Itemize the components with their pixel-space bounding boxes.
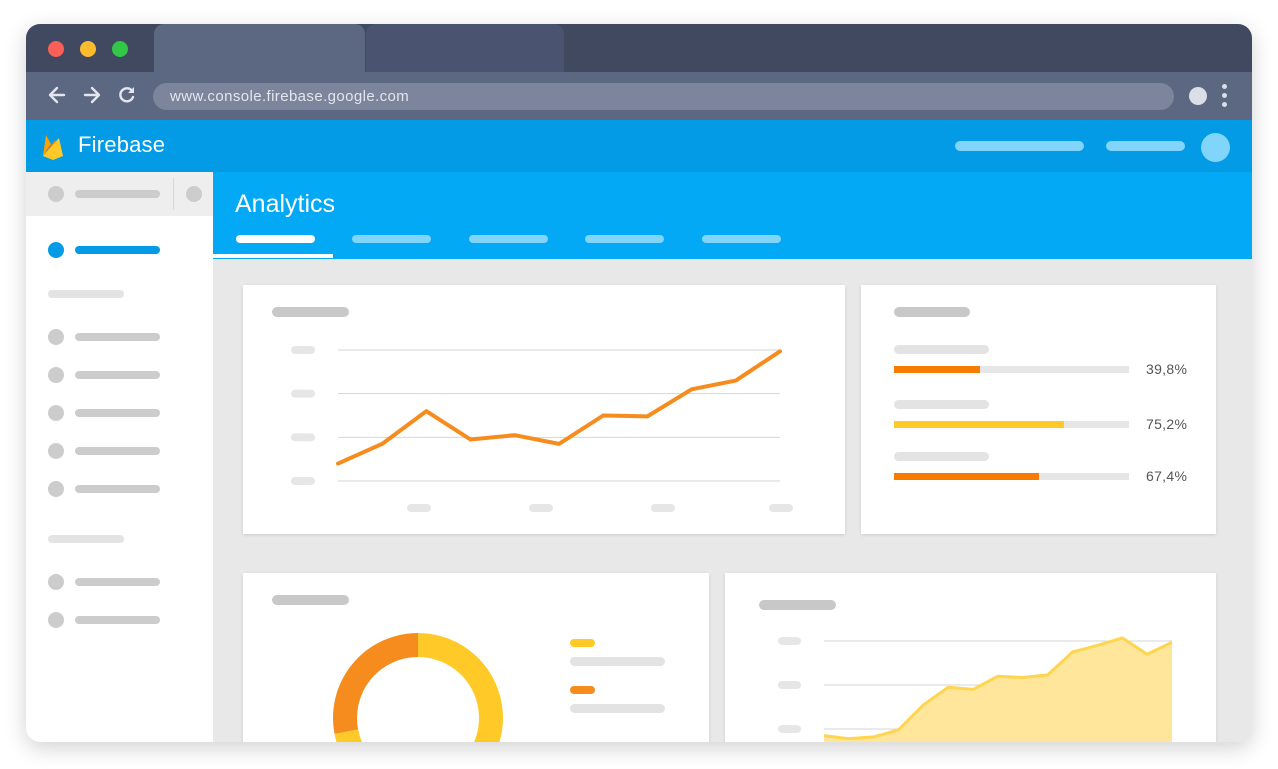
browser-tab-active[interactable]: [154, 24, 365, 72]
tab-5[interactable]: [702, 235, 781, 243]
forward-arrow-icon[interactable]: [80, 83, 104, 107]
profile-icon[interactable]: [1189, 87, 1207, 105]
line-chart: [291, 346, 793, 512]
settings-icon[interactable]: [186, 186, 202, 202]
sidebar-section-heading: [48, 535, 124, 543]
sidebar-item-icon[interactable]: [48, 574, 64, 590]
stat-label-placeholder: [894, 400, 989, 409]
sidebar-item[interactable]: [75, 616, 160, 624]
x-tick-label-placeholder: [407, 504, 431, 512]
legend-swatch: [570, 639, 595, 647]
stat-progress-fill: [894, 366, 981, 373]
stat-progress-bar: [894, 421, 1129, 428]
tab-4[interactable]: [585, 235, 664, 243]
area-chart: [778, 636, 1173, 742]
area-fill: [824, 637, 1172, 742]
sidebar-item-icon[interactable]: [48, 367, 64, 383]
stat-label-placeholder: [894, 452, 989, 461]
project-icon[interactable]: [48, 186, 64, 202]
area-series-line: [823, 636, 1173, 741]
card-title-placeholder: [272, 595, 349, 605]
project-selector-placeholder[interactable]: [75, 190, 160, 198]
active-tab-indicator: [213, 254, 333, 258]
stats-card: 39,8% 75,2% 67,4%: [861, 285, 1216, 534]
sidebar-item[interactable]: [75, 485, 160, 493]
maximize-window-button[interactable]: [112, 41, 128, 57]
card-title-placeholder: [759, 600, 836, 610]
browser-window: www.console.firebase.google.com Firebase: [26, 24, 1252, 742]
stat-value: 75,2%: [1146, 416, 1188, 432]
browser-toolbar: www.console.firebase.google.com: [26, 72, 1252, 120]
sidebar-header: [26, 172, 213, 216]
header-link-placeholder[interactable]: [955, 141, 1084, 151]
legend-swatch: [570, 686, 595, 694]
browser-tab-inactive[interactable]: [366, 24, 564, 72]
minimize-window-button[interactable]: [80, 41, 96, 57]
sidebar-item-active-icon[interactable]: [48, 242, 64, 258]
card-title-placeholder: [272, 307, 349, 317]
stat-progress-fill: [894, 473, 1039, 480]
reload-icon[interactable]: [115, 83, 139, 107]
more-vert-icon[interactable]: [1222, 84, 1228, 110]
donut-chart-card: [243, 573, 709, 742]
back-arrow-icon[interactable]: [45, 83, 69, 107]
card-title-placeholder: [894, 307, 970, 317]
stat-value: 67,4%: [1146, 468, 1188, 484]
main-content: 39,8% 75,2% 67,4%: [213, 259, 1252, 742]
stat-progress-fill: [894, 421, 1064, 428]
stat-value: 39,8%: [1146, 361, 1188, 377]
donut-chart: [333, 633, 503, 742]
firebase-flame-icon: [43, 135, 63, 160]
divider: [173, 178, 174, 210]
x-tick-label-placeholder: [651, 504, 675, 512]
y-tick-label-placeholder: [291, 477, 315, 485]
app-header: Firebase: [26, 120, 1252, 172]
url-bar[interactable]: www.console.firebase.google.com: [153, 83, 1174, 110]
y-tick-label-placeholder: [778, 725, 801, 733]
sidebar-item-icon[interactable]: [48, 329, 64, 345]
sidebar-item-icon[interactable]: [48, 405, 64, 421]
header-link-placeholder[interactable]: [1106, 141, 1185, 151]
sidebar-item-active[interactable]: [75, 246, 160, 254]
donut-slice: [334, 633, 503, 742]
tab-1[interactable]: [236, 235, 315, 243]
sidebar-item-icon[interactable]: [48, 481, 64, 497]
area-chart-card: [725, 573, 1216, 742]
y-tick-label-placeholder: [291, 433, 315, 442]
legend-label-placeholder: [570, 657, 665, 666]
stat-progress-bar: [894, 366, 1129, 373]
close-window-button[interactable]: [48, 41, 64, 57]
sidebar: [26, 172, 213, 742]
page-title: Analytics: [235, 190, 336, 218]
donut-slice: [333, 633, 419, 734]
y-tick-label-placeholder: [778, 637, 801, 645]
sidebar-item[interactable]: [75, 578, 160, 586]
y-tick-label-placeholder: [778, 681, 801, 689]
sidebar-item[interactable]: [75, 371, 160, 379]
brand-name: Firebase: [78, 132, 166, 157]
browser-title-bar: [26, 24, 1252, 72]
legend-label-placeholder: [570, 704, 665, 713]
line-series: [336, 349, 782, 466]
tab-2[interactable]: [352, 235, 431, 243]
y-tick-label-placeholder: [291, 346, 315, 354]
line-chart-card: [243, 285, 845, 534]
sidebar-item-icon[interactable]: [48, 443, 64, 459]
avatar[interactable]: [1201, 133, 1230, 162]
content-header: Analytics: [213, 172, 1252, 259]
tab-3[interactable]: [469, 235, 548, 243]
x-tick-label-placeholder: [529, 504, 553, 512]
sidebar-item[interactable]: [75, 409, 160, 417]
x-tick-label-placeholder: [769, 504, 793, 512]
sidebar-item[interactable]: [75, 333, 160, 341]
stat-label-placeholder: [894, 345, 989, 354]
sidebar-section-heading: [48, 290, 124, 298]
y-tick-label-placeholder: [291, 389, 315, 398]
stat-progress-bar: [894, 473, 1129, 480]
sidebar-item-icon[interactable]: [48, 612, 64, 628]
sidebar-item[interactable]: [75, 447, 160, 455]
